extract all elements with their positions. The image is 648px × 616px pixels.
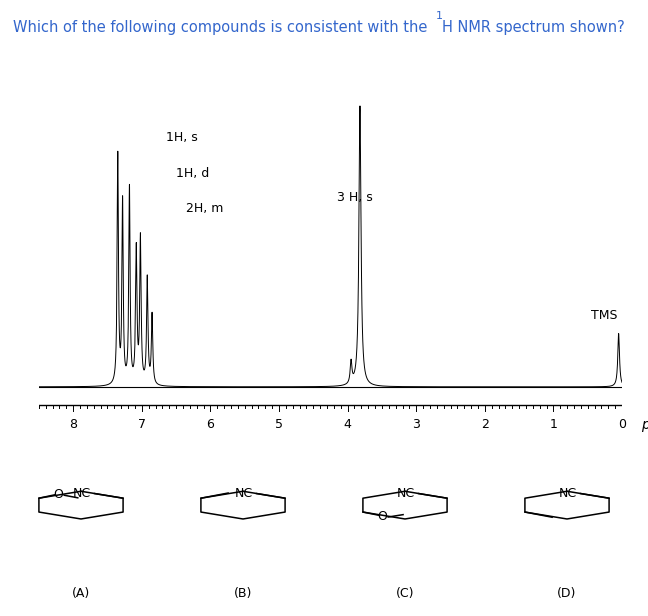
Text: 1: 1 xyxy=(435,10,443,20)
Text: 1: 1 xyxy=(550,418,557,431)
Text: 4: 4 xyxy=(343,418,352,431)
Text: O: O xyxy=(377,509,388,522)
Text: 0: 0 xyxy=(618,418,626,431)
Text: NC: NC xyxy=(235,487,253,500)
Text: (C): (C) xyxy=(396,587,414,601)
Text: 3: 3 xyxy=(412,418,420,431)
Text: Which of the following compounds is consistent with the: Which of the following compounds is cons… xyxy=(13,20,432,35)
Text: 1H, s: 1H, s xyxy=(166,131,198,144)
Text: (B): (B) xyxy=(234,587,252,601)
Text: (D): (D) xyxy=(557,587,577,601)
Text: H NMR spectrum shown?: H NMR spectrum shown? xyxy=(442,20,625,35)
Text: TMS: TMS xyxy=(591,309,618,322)
Text: 1H, d: 1H, d xyxy=(176,167,209,180)
Text: NC: NC xyxy=(397,487,415,500)
Text: O: O xyxy=(53,488,64,501)
Text: NC: NC xyxy=(559,487,577,500)
Text: 8: 8 xyxy=(69,418,77,431)
Text: ppm: ppm xyxy=(642,418,648,432)
Text: 2H, m: 2H, m xyxy=(187,202,224,216)
Text: 3 H, s: 3 H, s xyxy=(338,190,373,203)
Text: 7: 7 xyxy=(138,418,146,431)
Text: 2: 2 xyxy=(481,418,489,431)
Text: 5: 5 xyxy=(275,418,283,431)
Text: (A): (A) xyxy=(72,587,90,601)
Text: NC: NC xyxy=(73,487,91,500)
Text: 6: 6 xyxy=(207,418,214,431)
